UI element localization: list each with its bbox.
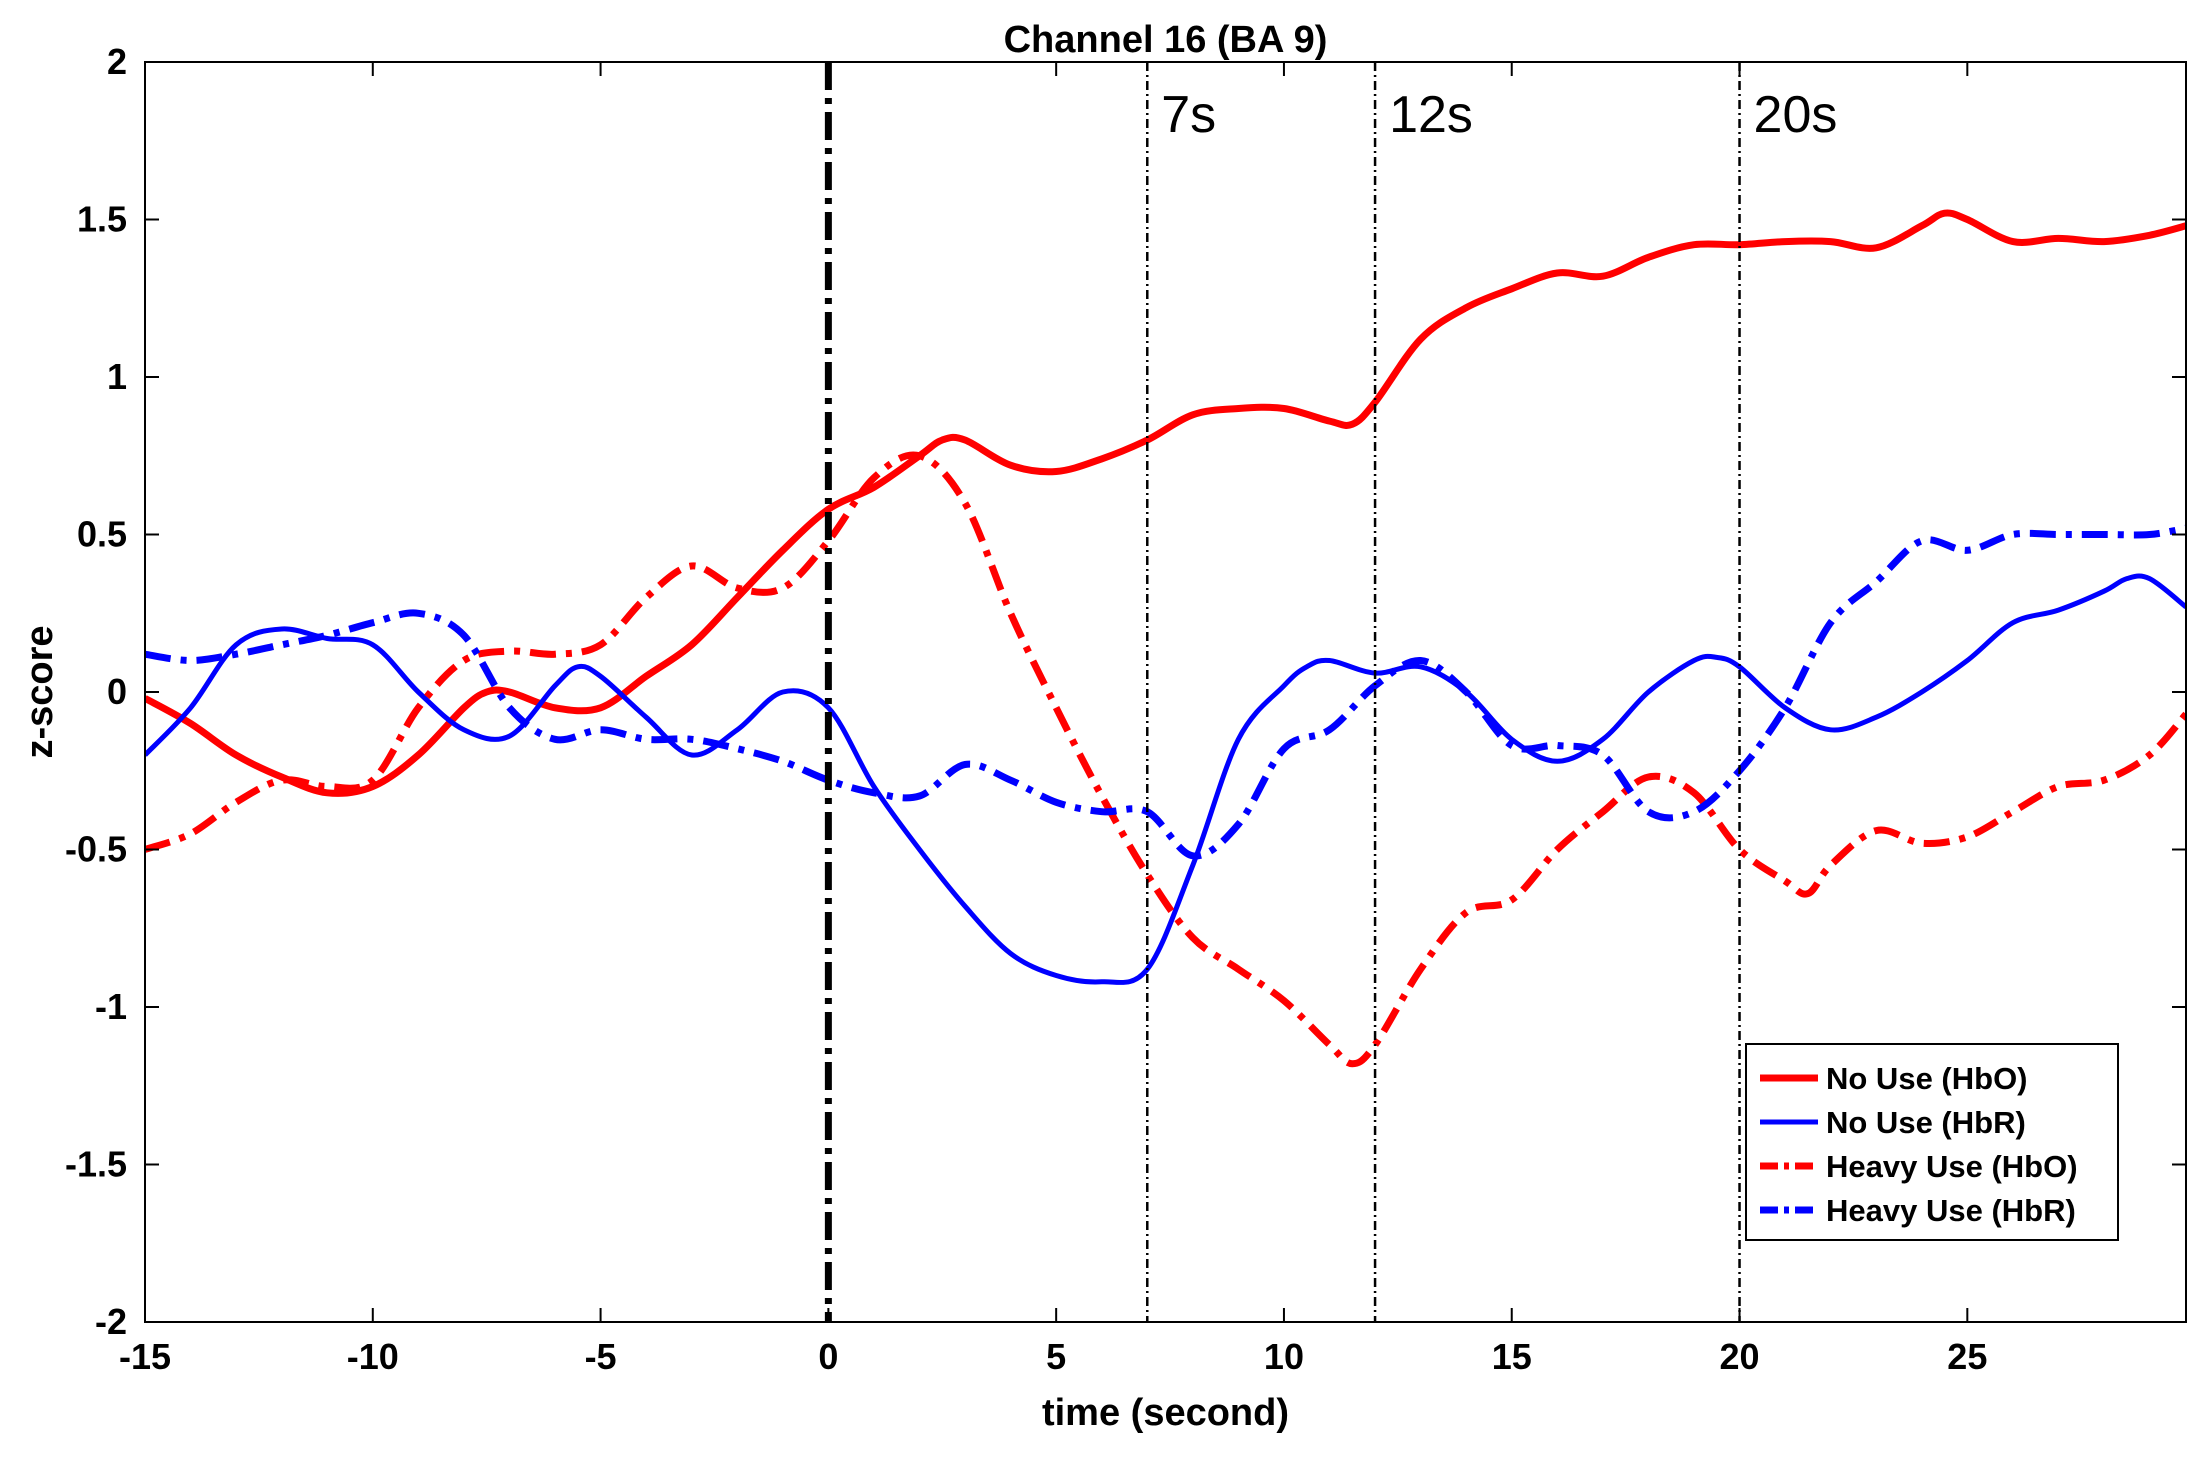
y-tick-label: -2 (95, 1301, 127, 1342)
marker-label-20s: 20s (1754, 86, 1838, 144)
legend-entry-4: Heavy Use (HbR) (1826, 1193, 2076, 1228)
x-axis-label: time (second) (1042, 1392, 1289, 1434)
x-tick-label: -10 (347, 1336, 399, 1377)
x-tick-label: 20 (1720, 1336, 1760, 1377)
y-tick-label: -1 (95, 986, 127, 1027)
legend: No Use (HbO) No Use (HbR) Heavy Use (HbO) H… (1745, 1043, 2119, 1241)
x-tick-label: 25 (1947, 1336, 1987, 1377)
y-tick-label: 2 (107, 41, 127, 82)
y-tick-label: 0 (107, 671, 127, 712)
x-tick-label: 10 (1264, 1336, 1304, 1377)
y-axis-label: z-score (19, 625, 61, 758)
x-tick-label: -15 (119, 1336, 171, 1377)
y-tick-label: -1.5 (65, 1144, 127, 1185)
series-line-2 (145, 573, 2186, 985)
y-tick-label: 1.5 (77, 199, 127, 240)
axes-group: -15 -10 -5 0 5 10 15 20 25 -2 -1.5 -1 -0.5 0 0.5 1 1.5 2 (65, 41, 2187, 1377)
y-tick-label: 0.5 (77, 514, 127, 555)
y-tick-label: 1 (107, 356, 127, 397)
marker-label-7s: 7s (1161, 86, 1216, 144)
series-group (145, 209, 2186, 1068)
x-tick-label: 15 (1492, 1336, 1532, 1377)
series-line-4 (145, 524, 2186, 860)
x-tick-label: 5 (1046, 1336, 1066, 1377)
x-tick-label: 0 (818, 1336, 838, 1377)
legend-entry-3: Heavy Use (HbO) (1826, 1149, 2078, 1184)
legend-entry-2: No Use (HbR) (1826, 1105, 2026, 1140)
marker-lines-group: 7s 12s 20s (824, 62, 1838, 1322)
x-tick-label: -5 (585, 1336, 617, 1377)
marker-label-12s: 12s (1389, 86, 1473, 144)
legend-entry-1: No Use (HbO) (1826, 1061, 2028, 1096)
chart-title: Channel 16 (BA 9) (1004, 19, 1328, 61)
series-line-3 (145, 451, 2186, 1068)
series-line-1 (145, 209, 2186, 797)
y-tick-label: -0.5 (65, 829, 127, 870)
series-clip-group (145, 209, 2186, 1068)
